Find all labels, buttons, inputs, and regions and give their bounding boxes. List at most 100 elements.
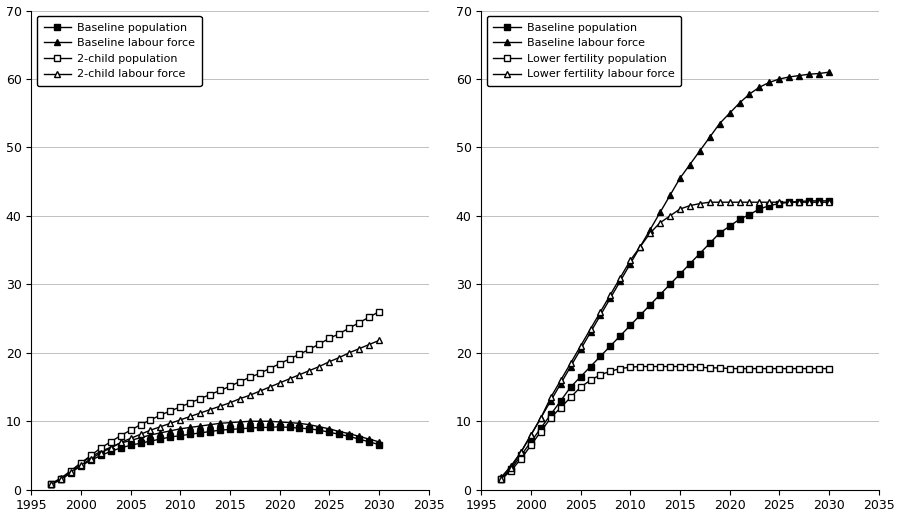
Baseline labour force (255, 418, 266, 424)
Baseline labour force (575, 347, 586, 353)
Lower fertility population (605, 368, 616, 375)
Baseline labour force (794, 73, 805, 79)
Lower fertility labour force (526, 432, 536, 438)
2-child population (354, 320, 364, 326)
Baseline labour force (274, 419, 285, 425)
Lower fertility population (744, 366, 755, 372)
2-child labour force (314, 364, 325, 370)
2-child population (324, 335, 335, 341)
Lower fertility labour force (685, 203, 696, 209)
2-child population (145, 417, 156, 423)
Baseline labour force (56, 475, 67, 481)
Lower fertility population (794, 366, 805, 372)
Lower fertility population (685, 364, 696, 370)
Baseline population (674, 271, 685, 277)
Baseline population (565, 384, 576, 390)
Baseline population (284, 424, 295, 430)
Lower fertility population (734, 366, 745, 372)
Baseline population (265, 424, 275, 430)
Baseline population (245, 425, 256, 431)
Baseline population (705, 240, 716, 247)
Lower fertility population (516, 456, 526, 462)
2-child labour force (284, 376, 295, 382)
Baseline population (214, 427, 225, 433)
Baseline population (314, 427, 325, 433)
2-child labour force (165, 420, 176, 426)
Baseline labour force (555, 381, 566, 387)
Baseline population (105, 448, 116, 454)
Baseline labour force (245, 418, 256, 424)
Baseline labour force (344, 430, 355, 437)
Baseline population (135, 440, 146, 447)
Baseline population (804, 198, 814, 204)
Lower fertility population (545, 415, 556, 421)
2-child population (214, 387, 225, 394)
Baseline labour force (744, 91, 755, 97)
Baseline population (764, 203, 775, 209)
2-child population (224, 383, 235, 390)
Baseline labour force (294, 420, 305, 426)
Baseline population (644, 302, 655, 308)
2-child labour force (235, 396, 246, 402)
Baseline population (165, 434, 176, 440)
Lower fertility labour force (724, 199, 735, 205)
Lower fertility labour force (715, 199, 725, 205)
2-child population (284, 356, 295, 362)
Baseline labour force (625, 261, 635, 267)
Baseline population (695, 251, 706, 257)
2-child population (184, 400, 195, 406)
Baseline population (526, 439, 536, 445)
Baseline labour force (184, 424, 195, 430)
Baseline population (374, 441, 384, 448)
Lower fertility labour force (744, 199, 755, 205)
Baseline population (506, 466, 517, 472)
Lower fertility population (754, 366, 765, 372)
2-child labour force (46, 481, 57, 487)
Baseline labour force (644, 226, 655, 233)
Baseline population (224, 426, 235, 433)
Baseline labour force (66, 467, 77, 473)
2-child population (56, 476, 67, 482)
Line: Baseline labour force: Baseline labour force (499, 69, 832, 480)
Lower fertility labour force (575, 343, 586, 349)
2-child population (66, 468, 77, 474)
Lower fertility labour force (536, 415, 546, 421)
Baseline labour force (654, 209, 665, 215)
2-child labour force (214, 403, 225, 409)
2-child population (235, 379, 246, 385)
Baseline labour force (374, 439, 384, 445)
2-child population (105, 439, 116, 445)
Lower fertility population (705, 365, 716, 371)
2-child labour force (115, 439, 126, 445)
Lower fertility population (695, 364, 706, 370)
Baseline population (354, 436, 364, 442)
Baseline population (56, 477, 67, 483)
Baseline population (175, 433, 185, 439)
2-child labour force (184, 413, 195, 420)
Lower fertility labour force (664, 213, 675, 219)
Lower fertility labour force (804, 199, 814, 205)
Baseline labour force (814, 70, 824, 77)
Baseline population (734, 216, 745, 222)
2-child population (155, 412, 166, 418)
Baseline labour force (615, 278, 626, 284)
Baseline labour force (145, 432, 156, 438)
Baseline population (255, 424, 266, 430)
Baseline labour force (194, 423, 205, 429)
2-child population (115, 433, 126, 439)
Baseline population (605, 343, 616, 349)
Baseline labour force (155, 430, 166, 436)
2-child labour force (265, 384, 275, 390)
Baseline labour force (135, 435, 146, 441)
Lower fertility labour force (496, 476, 507, 482)
2-child population (255, 370, 266, 377)
2-child labour force (354, 346, 364, 352)
Lower fertility labour force (794, 199, 805, 205)
2-child labour force (125, 435, 136, 441)
Baseline population (724, 223, 735, 229)
Baseline population (66, 469, 77, 476)
Lower fertility population (774, 366, 785, 372)
Baseline labour force (774, 76, 785, 82)
Baseline labour force (824, 69, 834, 75)
Lower fertility population (784, 366, 795, 372)
